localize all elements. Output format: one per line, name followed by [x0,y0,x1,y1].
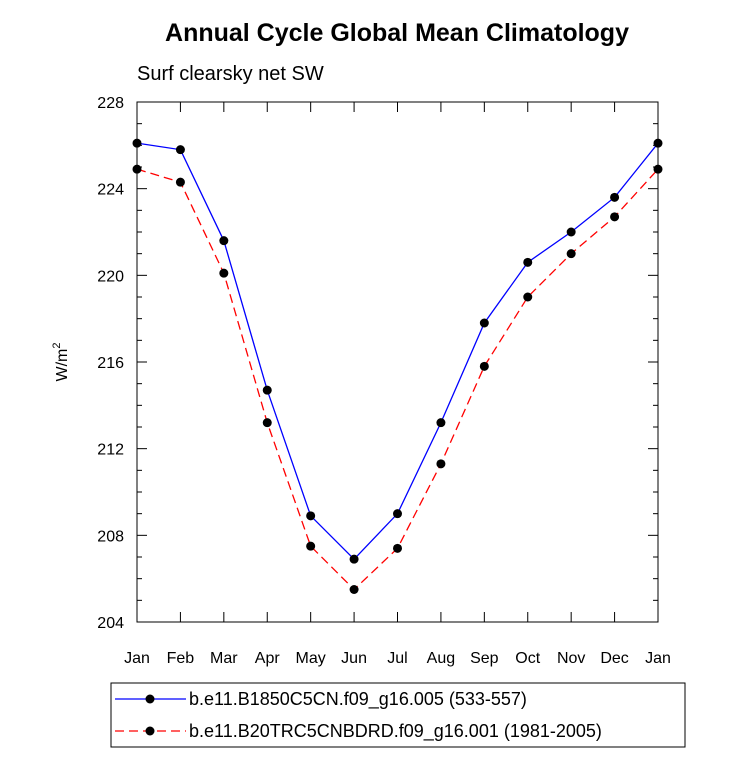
y-axis-label-text: W/m [54,349,71,382]
series-line [136,142,659,561]
legend-label: b.e11.B20TRC5CNBDRD.f09_g16.001 (1981-20… [189,721,602,742]
y-tick-label: 228 [97,95,124,112]
x-tick-label: Feb [167,650,195,667]
data-point [349,585,359,594]
data-point [175,177,185,187]
data-point [436,418,446,428]
data-point [610,212,620,222]
y-axis-label-superscript: 2 [51,343,63,349]
data-point [479,361,489,371]
legend-marker [145,694,155,704]
x-tick-label: Jan [124,650,150,667]
y-tick-label: 208 [97,528,124,545]
x-tick-label: Apr [255,650,281,667]
data-point [306,541,316,551]
data-point [523,292,533,302]
x-tick-label: May [296,650,326,667]
data-point [566,227,576,237]
y-tick-label: 224 [97,182,124,199]
data-point [393,509,402,519]
series-2 [132,164,663,594]
chart-title: Annual Cycle Global Mean Climatology [165,19,629,47]
data-point [436,459,446,469]
data-point [219,268,229,278]
data-point [262,418,272,428]
x-tick-label: Mar [210,650,238,667]
data-point [306,511,316,521]
data-point [175,145,185,155]
x-tick-label: Jan [645,650,671,667]
legend-entry-1: b.e11.B1850C5CN.f09_g16.005 (533-557) [115,689,527,710]
data-point [393,543,402,553]
series-1 [132,138,663,564]
x-tick-label: Sep [470,650,499,667]
y-tick-labels: 204 208 212 216 220 224 228 [97,95,124,632]
data-point [262,385,272,395]
legend-marker [145,726,155,736]
data-point [610,192,620,202]
data-point [219,236,229,246]
legend-box [110,682,686,748]
chart-subtitle: Surf clearsky net SW [137,63,324,85]
x-tick-label: Oct [515,650,540,667]
y-tick-label: 212 [97,442,124,459]
y-tick-label: 220 [97,268,124,285]
x-tick-label: Jun [341,650,367,667]
y-axis-label: W/m2 [51,343,71,382]
x-tick-labels: Jan Feb Mar Apr May Jun Jul Aug Sep Oct Nov Dec Jan [124,650,671,667]
y-tick-label: 216 [97,355,124,372]
x-tick-label: Jul [387,650,407,667]
series-layer [132,138,663,594]
legend: b.e11.B1850C5CN.f09_g16.005 (533-557) b.e… [110,682,686,748]
data-point [566,249,576,259]
legend-entry-2: b.e11.B20TRC5CNBDRD.f09_g16.001 (1981-20… [115,721,602,742]
plot-frame [136,101,659,623]
series-line [136,168,659,591]
data-point [479,318,489,328]
x-tick-label: Dec [600,650,628,667]
data-point [349,554,359,564]
data-point [523,257,533,267]
x-tick-label: Nov [557,650,585,667]
legend-label: b.e11.B1850C5CN.f09_g16.005 (533-557) [189,689,527,710]
x-tick-label: Aug [427,650,455,667]
y-tick-label: 204 [97,615,124,632]
